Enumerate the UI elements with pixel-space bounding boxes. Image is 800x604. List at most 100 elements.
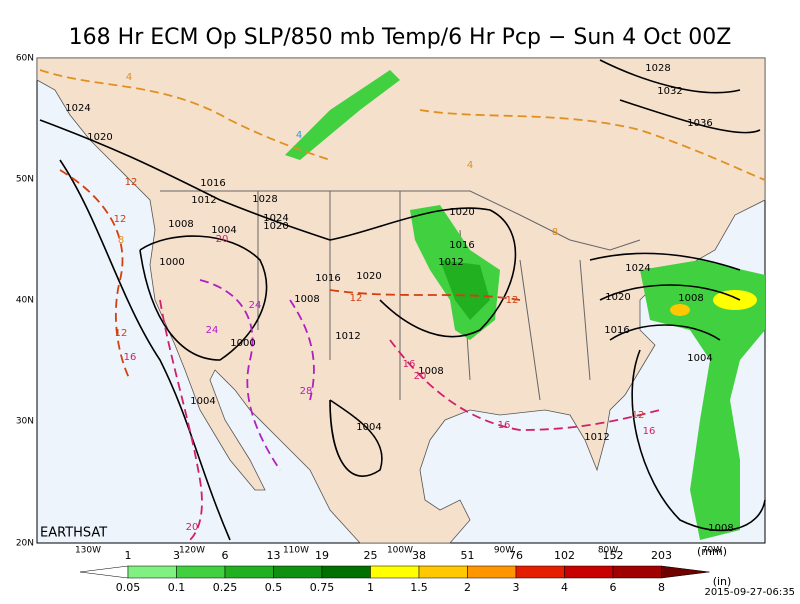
- precipitation: [285, 70, 765, 540]
- colorbar-inch-label: 1.5: [410, 581, 428, 594]
- isobar-label: 1024: [263, 213, 288, 224]
- temperature-label: 20: [216, 234, 229, 245]
- temperature-label: 16: [403, 359, 416, 370]
- colorbar-segment: [564, 565, 614, 579]
- isobar-label: 1004: [687, 353, 712, 364]
- colorbar-segment: [176, 565, 226, 579]
- isobar-label: 1008: [708, 523, 733, 534]
- temperature-label: 24: [206, 325, 219, 336]
- isobar-label: 1008: [418, 366, 443, 377]
- colorbar-mm-label: 152: [603, 549, 624, 562]
- colorbar-inch-label: 0.1: [168, 581, 186, 594]
- colorbar-inch-label: 6: [610, 581, 617, 594]
- isobar-label: 1028: [252, 194, 277, 205]
- temperature-label: 16: [498, 420, 511, 431]
- temperature-label: 12: [125, 177, 138, 188]
- latitude-label: 40N: [16, 296, 34, 306]
- isobars: [39, 59, 766, 541]
- colorbar-segment: [661, 565, 710, 579]
- colorbar-mm-unit: (mm): [697, 545, 727, 558]
- colorbar-inch-label: 0.5: [265, 581, 283, 594]
- colorbar-mm-label: 1: [125, 549, 132, 562]
- isobar-label: 1016: [315, 273, 340, 284]
- isobar-label: 1000: [159, 257, 184, 268]
- isobar-label: 1016: [449, 240, 474, 251]
- temperature-label: 4: [126, 72, 132, 83]
- temperature-label: 16: [643, 426, 656, 437]
- temperature-label: 8: [552, 227, 558, 238]
- isobar-label: 1024: [625, 263, 650, 274]
- isobar-label: 1036: [687, 118, 712, 129]
- colorbar-mm-label: 102: [554, 549, 575, 562]
- temperature-label: 12: [632, 410, 645, 421]
- colorbar-inch-label: 0.75: [310, 581, 335, 594]
- land: [36, 57, 766, 544]
- longitude-label: 90W: [494, 546, 514, 556]
- colorbar-inch-label: 8: [658, 581, 665, 594]
- temperature-label: 20: [414, 371, 427, 382]
- isobar-label: 1024: [65, 103, 90, 114]
- colorbar-mm-label: 19: [315, 549, 329, 562]
- temperature-label: 16: [124, 352, 137, 363]
- isobar-label: 1020: [449, 207, 474, 218]
- temperature-label: 4: [467, 160, 473, 171]
- temperature-label: 12: [114, 214, 127, 225]
- colorbar-mm-label: 51: [461, 549, 475, 562]
- latitude-label: 50N: [16, 175, 34, 185]
- temperature-label: 12: [115, 328, 128, 339]
- longitude-label: 110W: [283, 546, 309, 556]
- colorbar-mm-label: 25: [364, 549, 378, 562]
- isobar-label: 1012: [191, 195, 216, 206]
- isobar-label: 1000: [230, 338, 255, 349]
- longitude-label: 80W: [598, 546, 618, 556]
- isobar-label: 1020: [605, 292, 630, 303]
- colorbar-segment: [273, 565, 323, 579]
- isobar-label: 1020: [87, 132, 112, 143]
- colorbar-inch-label: 1: [367, 581, 374, 594]
- latitude-label: 30N: [16, 417, 34, 427]
- colorbar-inch-unit: (in): [713, 575, 732, 588]
- isobar-label: 1012: [584, 432, 609, 443]
- colorbar-segment: [127, 565, 177, 579]
- colorbar-mm-label: 76: [509, 549, 523, 562]
- colorbar-inch-label: 0.25: [213, 581, 238, 594]
- isobar-label: 1004: [356, 422, 381, 433]
- temperature-label: 12: [506, 295, 519, 306]
- colorbar-mm-label: 38: [412, 549, 426, 562]
- isobar-label: 1004: [211, 225, 236, 236]
- isobar-label: 1032: [657, 86, 682, 97]
- longitude-label: 100W: [387, 546, 413, 556]
- temperature-label: 4: [296, 130, 302, 141]
- longitude-label: 120W: [179, 546, 205, 556]
- longitude-label: 70W: [702, 546, 722, 556]
- colorbar-inch-label: 2: [464, 581, 471, 594]
- isobar-label: 1012: [335, 331, 360, 342]
- isobar-label: 1008: [678, 293, 703, 304]
- colorbar-segment: [515, 565, 565, 579]
- watermark: EARTHSAT: [40, 526, 107, 541]
- temperature-label: 8: [118, 235, 124, 246]
- longitude-label: 130W: [75, 546, 101, 556]
- temperature-contours: [39, 69, 766, 541]
- colorbar-segment: [370, 565, 420, 579]
- map-frame: EARTHSAT: [36, 57, 766, 544]
- isobar-label: 1016: [604, 325, 629, 336]
- colorbar-inch-label: 0.05: [116, 581, 141, 594]
- isobar-label: 1020: [356, 271, 381, 282]
- colorbar-segment: [612, 565, 662, 579]
- temperature-label: 12: [350, 293, 363, 304]
- colorbar-segment: [418, 565, 468, 579]
- temperature-label: 28: [300, 386, 313, 397]
- latitude-label: 20N: [16, 539, 34, 549]
- timestamp: 2015-09-27-06:35: [704, 587, 795, 598]
- colorbar-inch-label: 3: [513, 581, 520, 594]
- colorbar-mm-label: 6: [222, 549, 229, 562]
- isobar-label: 1016: [200, 178, 225, 189]
- temperature-label: 20: [186, 522, 199, 533]
- isobar-label: 1028: [645, 63, 670, 74]
- latitude-label: 60N: [16, 54, 34, 64]
- colorbar-mm-label: 13: [267, 549, 281, 562]
- map-title: 168 Hr ECM Op SLP/850 mb Temp/6 Hr Pcp −…: [69, 25, 732, 50]
